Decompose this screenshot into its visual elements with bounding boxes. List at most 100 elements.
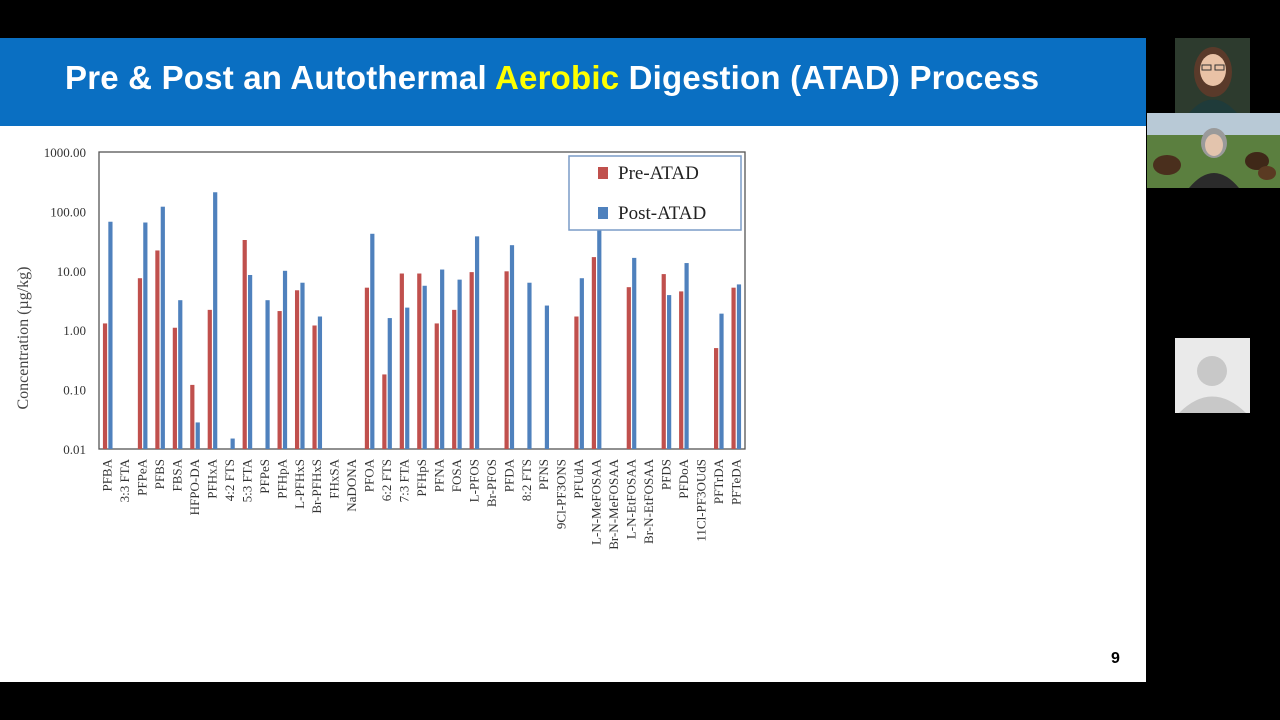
participant-video-tile[interactable] [1175, 338, 1250, 413]
y-tick-label: 10.00 [57, 264, 86, 279]
x-tick-label: PFNA [431, 458, 446, 492]
x-tick-label: L-PFOS [466, 459, 481, 502]
legend-box [568, 155, 742, 231]
y-tick-label: 0.10 [63, 383, 86, 398]
y-tick-label: 0.01 [63, 442, 86, 457]
bar-pre-atad [277, 311, 282, 449]
x-tick-label: PFTeDA [728, 458, 743, 505]
bar-post-atad [213, 192, 218, 449]
bar-post-atad [457, 279, 462, 449]
bar-pre-atad [102, 323, 108, 449]
bar-post-atad [387, 318, 392, 449]
legend: Pre-ATAD Post-ATAD [568, 155, 742, 231]
bar-post-atad [632, 257, 637, 449]
bar-post-atad [684, 263, 689, 449]
bar-pre-atad [452, 309, 457, 449]
x-tick-label: 5:3 FTA [239, 458, 254, 502]
bar-chart: 1000.00 100.00 10.00 1.00 0.10 0.01 PFBA 3:3 FT… [15, 145, 746, 550]
participant-video-tile[interactable] [1175, 38, 1250, 113]
bar-post-atad [370, 233, 375, 449]
person-with-bison-icon [1147, 113, 1280, 188]
x-tick-label: 11Cl-PF3OUdS [693, 459, 708, 542]
bar-pre-atad [661, 274, 666, 449]
x-tick-label: FBSA [170, 458, 185, 491]
bar-post-atad [195, 422, 200, 449]
legend-swatch-post [598, 207, 608, 219]
person-avatar-icon [1175, 38, 1250, 113]
x-tick-label: PFBS [152, 459, 167, 489]
legend-swatch-pre [598, 167, 608, 179]
x-tick-label: PFPeS [257, 459, 272, 494]
bar-pre-atad [504, 271, 509, 449]
title-part-2: Digestion (ATAD) Process [619, 59, 1040, 96]
bar-pre-atad [714, 348, 719, 449]
x-tick-label: HFPO-DA [187, 458, 202, 515]
bar-pre-atad [679, 291, 684, 449]
x-tick-label: FHxSA [327, 458, 342, 498]
plot-area-border [98, 151, 746, 450]
bar-pre-atad [207, 309, 212, 449]
x-tick-label: L-PFHxS [292, 459, 307, 509]
bar-pre-atad [382, 374, 387, 449]
page-number: 9 [1111, 650, 1120, 667]
y-tick-label: 1000.00 [44, 145, 86, 160]
bar-pre-atad [417, 273, 422, 449]
bar-pre-atad [242, 240, 247, 449]
x-tick-label: PFDoA [676, 458, 691, 498]
bar-post-atad [248, 274, 253, 449]
bar-pre-atad [731, 287, 736, 449]
y-tick-label: 1.00 [63, 323, 86, 338]
x-tick-label: PFPeA [135, 458, 150, 495]
x-tick-label: 4:2 FTS [222, 459, 237, 501]
bar-pre-atad [312, 325, 317, 449]
slide-title: Pre & Post an Autothermal Aerobic Digest… [65, 59, 1039, 97]
legend-label-pre: Pre-ATAD [618, 163, 699, 184]
bar-pre-atad [591, 257, 596, 449]
bar-post-atad [178, 300, 183, 449]
bar-post-atad [300, 282, 305, 449]
bar-post-atad [597, 228, 602, 449]
x-tick-label: FOSA [449, 458, 464, 492]
x-tick-label: 3:3 FTA [117, 458, 132, 502]
bar-post-atad [527, 282, 532, 449]
tick-labels: 1000.00 100.00 10.00 1.00 0.10 0.01 PFBA 3:3 FT… [44, 145, 744, 550]
bar-post-atad [474, 236, 480, 449]
bar-pre-atad [294, 290, 300, 449]
bar-pre-atad [469, 272, 474, 449]
x-tick-label: PFNS [536, 459, 551, 490]
x-tick-label: PFHpS [414, 459, 429, 497]
title-bar: Pre & Post an Autothermal Aerobic Digest… [0, 38, 1146, 126]
x-tick-label: Br-N-EtFOSAA [641, 458, 656, 544]
bar-post-atad [579, 278, 584, 449]
bar-post-atad [108, 221, 113, 449]
bar-post-atad [667, 295, 672, 449]
bars [102, 192, 742, 449]
bar-post-atad [143, 222, 148, 449]
bar-post-atad [160, 206, 165, 449]
bar-pre-atad [399, 273, 404, 449]
bar-post-atad [544, 305, 550, 449]
x-tick-label: 9Cl-PF3ONS [554, 459, 569, 529]
bar-post-atad [509, 245, 515, 449]
bar-post-atad [317, 316, 323, 449]
y-axis-label: Concentration (µg/kg) [15, 267, 32, 410]
bar-pre-atad [137, 278, 143, 449]
x-tick-label: PFUdA [571, 458, 586, 498]
bar-post-atad [282, 270, 288, 449]
x-tick-label: Br-PFHxS [309, 459, 324, 514]
x-tick-label: L-N-MeFOSAA [589, 458, 604, 545]
title-highlight: Aerobic [495, 59, 620, 96]
bar-pre-atad [172, 327, 177, 449]
bar-post-atad [405, 307, 410, 449]
bar-pre-atad [574, 316, 579, 449]
bar-post-atad [422, 285, 427, 449]
bar-pre-atad [155, 250, 160, 449]
participant-video-tile[interactable] [1147, 113, 1280, 188]
bar-pre-atad [190, 384, 195, 449]
x-tick-label: Br-N-MeFOSAA [606, 458, 621, 549]
bar-pre-atad [434, 323, 439, 449]
user-placeholder-icon [1175, 338, 1250, 413]
bar-post-atad [736, 284, 742, 449]
bar-post-atad [440, 269, 445, 449]
legend-label-post: Post-ATAD [618, 203, 706, 224]
